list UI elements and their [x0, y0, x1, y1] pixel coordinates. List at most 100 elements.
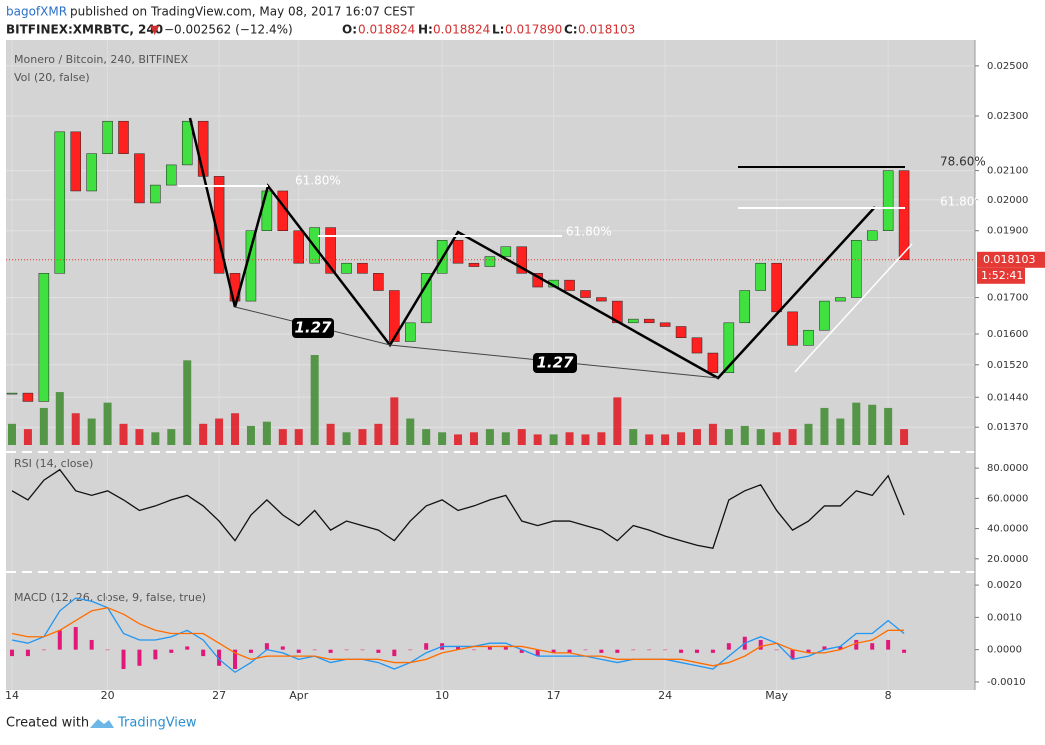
volume-bar [772, 432, 781, 445]
trend-line [794, 243, 913, 373]
macd-histogram-bar [105, 649, 110, 651]
macd-histogram-bar [217, 649, 222, 666]
volume-bar [262, 421, 271, 445]
volume-bar [55, 392, 64, 445]
volume-bar [756, 429, 765, 445]
macd-histogram-bar [169, 649, 174, 653]
published: published on TradingView.com, May 08, 20… [70, 5, 415, 19]
candle [723, 322, 735, 373]
macd-histogram-bar [248, 649, 253, 653]
macd-histogram-bar [710, 649, 715, 653]
volume-bar [231, 413, 240, 445]
macd-histogram-bar [344, 649, 349, 651]
volume-bar [501, 432, 510, 445]
candle [851, 240, 862, 298]
volume-bar [246, 425, 255, 445]
candle [898, 170, 910, 261]
volume-bar [167, 429, 176, 445]
volume-bar [597, 432, 606, 445]
macd-histogram-bar [25, 649, 30, 657]
macd-histogram-bar [535, 649, 540, 657]
candle [643, 318, 655, 324]
annotation: 61.80% [566, 225, 612, 239]
volume-bar [422, 429, 431, 445]
macd-histogram-bar [264, 643, 269, 650]
candle [166, 164, 177, 186]
volume-bar [549, 434, 558, 445]
volume-bar [294, 429, 303, 445]
candle [102, 120, 113, 154]
volume-bar [804, 423, 813, 445]
x-tick-label: 27 [212, 689, 226, 702]
pane-title: Monero / Bitcoin, 240, BITFINEX [14, 53, 189, 66]
volume-bar [8, 423, 16, 445]
candle [54, 131, 66, 274]
candle [564, 279, 575, 291]
volume-bar [724, 429, 733, 445]
candle [468, 262, 480, 267]
volume-bar [454, 434, 463, 445]
candle [452, 240, 464, 264]
volume-bar [199, 423, 208, 445]
macd-histogram-bar [615, 649, 620, 653]
volume-bar [645, 434, 654, 445]
volume-bar [900, 429, 909, 445]
close: 0.018103 [578, 23, 635, 37]
change: −0.002562 (−12.4%) [164, 23, 293, 37]
last-price-label: 0.018103 [983, 253, 1036, 266]
annotation: 61.80% [940, 195, 986, 209]
volume-bar [836, 418, 845, 445]
y-tick-label: 0.01600 [987, 329, 1028, 340]
macd-histogram-bar [679, 649, 684, 653]
volume-bar [820, 407, 829, 445]
label-box [533, 353, 577, 373]
candle [86, 153, 97, 192]
footer-brand[interactable]: TradingView [117, 716, 197, 731]
macd-histogram-bar [360, 649, 365, 651]
volume-bar [692, 429, 701, 445]
x-tick-label: May [765, 689, 788, 702]
drawings [178, 117, 913, 380]
volume-bar [438, 432, 447, 445]
y-tick-label: 80.0000 [987, 463, 1028, 474]
candle [628, 318, 639, 324]
candle [691, 337, 703, 354]
volume-bar [342, 432, 351, 445]
candle [835, 297, 846, 302]
y-tick-label: 0.01700 [987, 293, 1028, 304]
y-tick-label: 0.02500 [987, 61, 1028, 72]
macd-histogram-bar [806, 649, 811, 653]
macd-histogram-bar [312, 649, 317, 651]
macd-histogram-bar [376, 649, 381, 653]
macd-histogram-bar [838, 646, 843, 650]
candle [6, 392, 18, 395]
macd-histogram-bar [471, 649, 476, 651]
macd-histogram-bar [296, 649, 301, 653]
candle [659, 322, 671, 327]
x-tick-label: Apr [289, 689, 309, 702]
y-tick-label: 0.02100 [987, 166, 1028, 177]
countdown: 1:52:41 [981, 269, 1023, 282]
volume-bar [661, 434, 670, 445]
symbol: BITFINEX:XMRBTC, 240 [6, 23, 163, 37]
volume-bar [868, 404, 877, 445]
high: 0.018824 [433, 23, 490, 37]
macd-histogram-bar [631, 649, 636, 651]
volume-bar [677, 432, 686, 445]
macd-histogram-bar [233, 649, 238, 670]
macd-line [11, 597, 905, 674]
x-tick-label: 20 [101, 689, 115, 702]
close-label: C: [564, 23, 578, 37]
macd-histogram-bar [153, 649, 158, 660]
candle [405, 322, 416, 342]
volume-bar [708, 423, 717, 445]
y-tick-label: 0.0000 [987, 645, 1022, 656]
volume-bar [23, 429, 32, 445]
author[interactable]: bagofXMR [6, 5, 67, 19]
candle [755, 262, 766, 291]
volume-bar [740, 425, 749, 445]
macd-histogram-bar [854, 639, 859, 650]
volume-bar [629, 429, 638, 445]
candle [803, 329, 814, 346]
candle [22, 392, 34, 402]
